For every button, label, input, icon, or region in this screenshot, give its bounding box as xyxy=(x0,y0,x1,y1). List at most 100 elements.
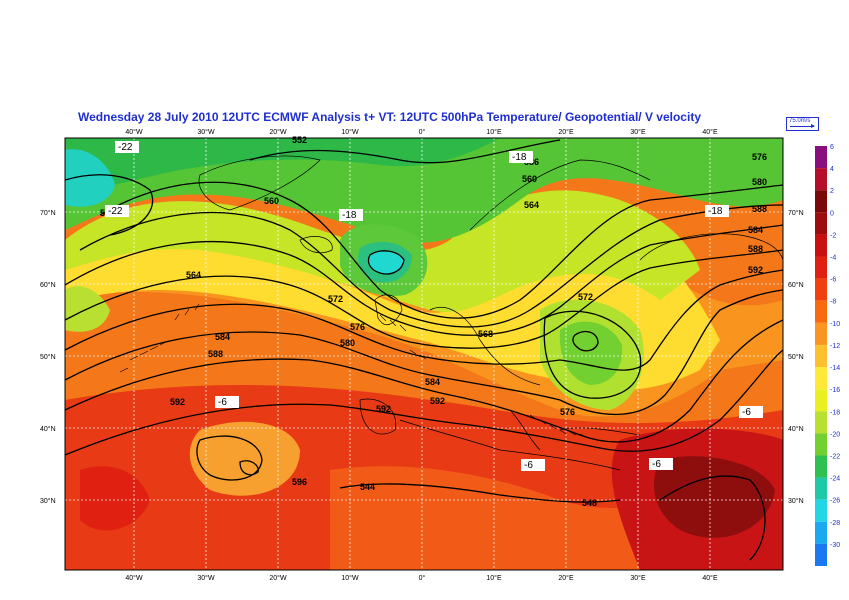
colorbar-swatch xyxy=(815,455,827,478)
temperature-label-box xyxy=(115,141,139,153)
wind-scale-arrow-icon xyxy=(790,124,815,128)
colorbar-swatch xyxy=(815,543,827,566)
colorbar-swatch xyxy=(815,344,827,368)
axis-labels: 40°W 40°W 30°W 30°W 20°W 20°W 10°W 10°W 0° 0° 10°E… xyxy=(40,128,804,582)
temperature-label-box xyxy=(705,205,729,217)
longitude-label: 0° xyxy=(419,574,426,582)
wind-scale-label: 75.0m/s xyxy=(789,118,811,124)
colorbar-tick-label: -24 xyxy=(830,476,840,483)
colorbar-swatch xyxy=(815,146,827,169)
longitude-label: 40°W xyxy=(125,128,143,136)
colorbar-swatch xyxy=(815,190,827,213)
temperature-label-box xyxy=(105,205,129,217)
latitude-label: 70°N xyxy=(788,209,804,217)
latitude-label: 40°N xyxy=(788,425,804,433)
colorbar-swatch xyxy=(815,411,827,434)
geopotential-label: 576 xyxy=(350,322,365,332)
colorbar-swatch xyxy=(815,322,827,345)
longitude-label: 10°E xyxy=(486,128,502,136)
geopotential-label: 536 xyxy=(524,157,539,167)
latitude-label: 50°N xyxy=(788,353,804,361)
temperature-label: -18 xyxy=(342,210,357,221)
colorbar-tick-label: 6 xyxy=(830,144,834,151)
geopotential-label: 568 xyxy=(478,329,493,339)
colorbar-tick-label: -4 xyxy=(830,255,836,262)
geopotential-label: 572 xyxy=(328,294,343,304)
longitude-label: 20°E xyxy=(558,128,574,136)
geopotential-label: 580 xyxy=(340,338,355,348)
geopotential-label: 572 xyxy=(578,292,593,302)
colorbar-swatch xyxy=(815,367,827,390)
colorbar-tick-label: -6 xyxy=(830,277,836,284)
map-frame xyxy=(64,137,784,571)
geopotential-label: 564 xyxy=(186,270,201,280)
temperature-label: -22 xyxy=(108,206,123,217)
colorbar-swatch xyxy=(815,477,827,500)
colorbar-tick-label: 4 xyxy=(830,166,834,173)
temperature-label-box xyxy=(215,396,239,408)
temperature-label-box xyxy=(739,406,763,418)
colorbar-tick-label: -12 xyxy=(830,343,840,350)
temperature-label: -22 xyxy=(118,142,133,153)
temperature-label: -6 xyxy=(652,459,661,470)
longitude-label: 10°W xyxy=(341,574,359,582)
colorbar-swatch xyxy=(815,499,827,522)
colorbar-swatch xyxy=(815,389,827,412)
geopotential-label: 560 xyxy=(522,174,537,184)
colorbar-tick-label: -10 xyxy=(830,321,840,328)
longitude-label: 20°W xyxy=(269,574,287,582)
colorbar-tick-label: -26 xyxy=(830,498,840,505)
temperature-label-box xyxy=(509,151,533,163)
colorbar-legend: 6 4 2 0 -2 -4 -6 -8 -10 -12 -14 -16 -18 -20 -22 -24 -26 -… xyxy=(815,144,840,566)
colorbar-tick-label: 2 xyxy=(830,188,834,195)
colorbar-tick-label: -20 xyxy=(830,431,840,438)
latitude-label: 60°N xyxy=(788,281,804,289)
graticule xyxy=(65,138,783,570)
geopotential-label: 592 xyxy=(376,404,391,414)
colorbar-swatch xyxy=(815,278,827,301)
geopotential-label: 576 xyxy=(752,152,767,162)
geopotential-label: 552 xyxy=(100,208,115,218)
colorbar-swatch xyxy=(815,234,827,257)
map-title: Wednesday 28 July 2010 12UTC ECMWF Analy… xyxy=(78,110,701,124)
geopotential-label: 584 xyxy=(748,225,763,235)
geopotential-label: 564 xyxy=(524,200,539,210)
colorbar-tick-label: -8 xyxy=(830,299,836,306)
geopotential-contours xyxy=(65,139,783,561)
temperature-label: -6 xyxy=(524,460,533,471)
colorbar-swatch xyxy=(815,521,827,544)
temperature-label: -6 xyxy=(218,397,227,408)
geopotential-label: 592 xyxy=(748,265,763,275)
geopotential-label: 588 xyxy=(208,349,223,359)
temperature-label: -18 xyxy=(708,206,723,217)
temperature-field xyxy=(65,138,783,570)
geopotential-label: 580 xyxy=(752,177,767,187)
geopotential-label: 548 xyxy=(582,498,597,508)
latitude-label: 60°N xyxy=(40,281,56,289)
colorbar-tick-label: -16 xyxy=(830,387,840,394)
temperature-label-box xyxy=(521,459,545,471)
temperature-label: -18 xyxy=(512,152,527,163)
wind-arrows xyxy=(119,303,587,438)
colorbar-swatch xyxy=(815,168,827,191)
colorbar-tick-label: -22 xyxy=(830,453,840,460)
geopotential-label: 588 xyxy=(752,204,767,214)
latitude-label: 50°N xyxy=(40,353,56,361)
longitude-label: 40°E xyxy=(702,574,718,582)
longitude-label: 10°W xyxy=(341,128,359,136)
geopotential-label: 592 xyxy=(170,397,185,407)
longitude-label: 30°E xyxy=(630,574,646,582)
longitude-label: 30°W xyxy=(197,574,215,582)
geopotential-label: 584 xyxy=(215,332,230,342)
colorbar-swatch xyxy=(815,433,827,456)
coastlines xyxy=(198,155,783,471)
longitude-label: 20°E xyxy=(558,574,574,582)
temperature-label-box xyxy=(339,209,363,221)
geopotential-label: 552 xyxy=(292,135,307,145)
latitude-label: 30°N xyxy=(788,497,804,505)
longitude-label: 40°W xyxy=(125,574,143,582)
longitude-label: 10°E xyxy=(486,574,502,582)
temperature-label-box xyxy=(649,458,673,470)
colorbar-tick-label: -28 xyxy=(830,520,840,527)
